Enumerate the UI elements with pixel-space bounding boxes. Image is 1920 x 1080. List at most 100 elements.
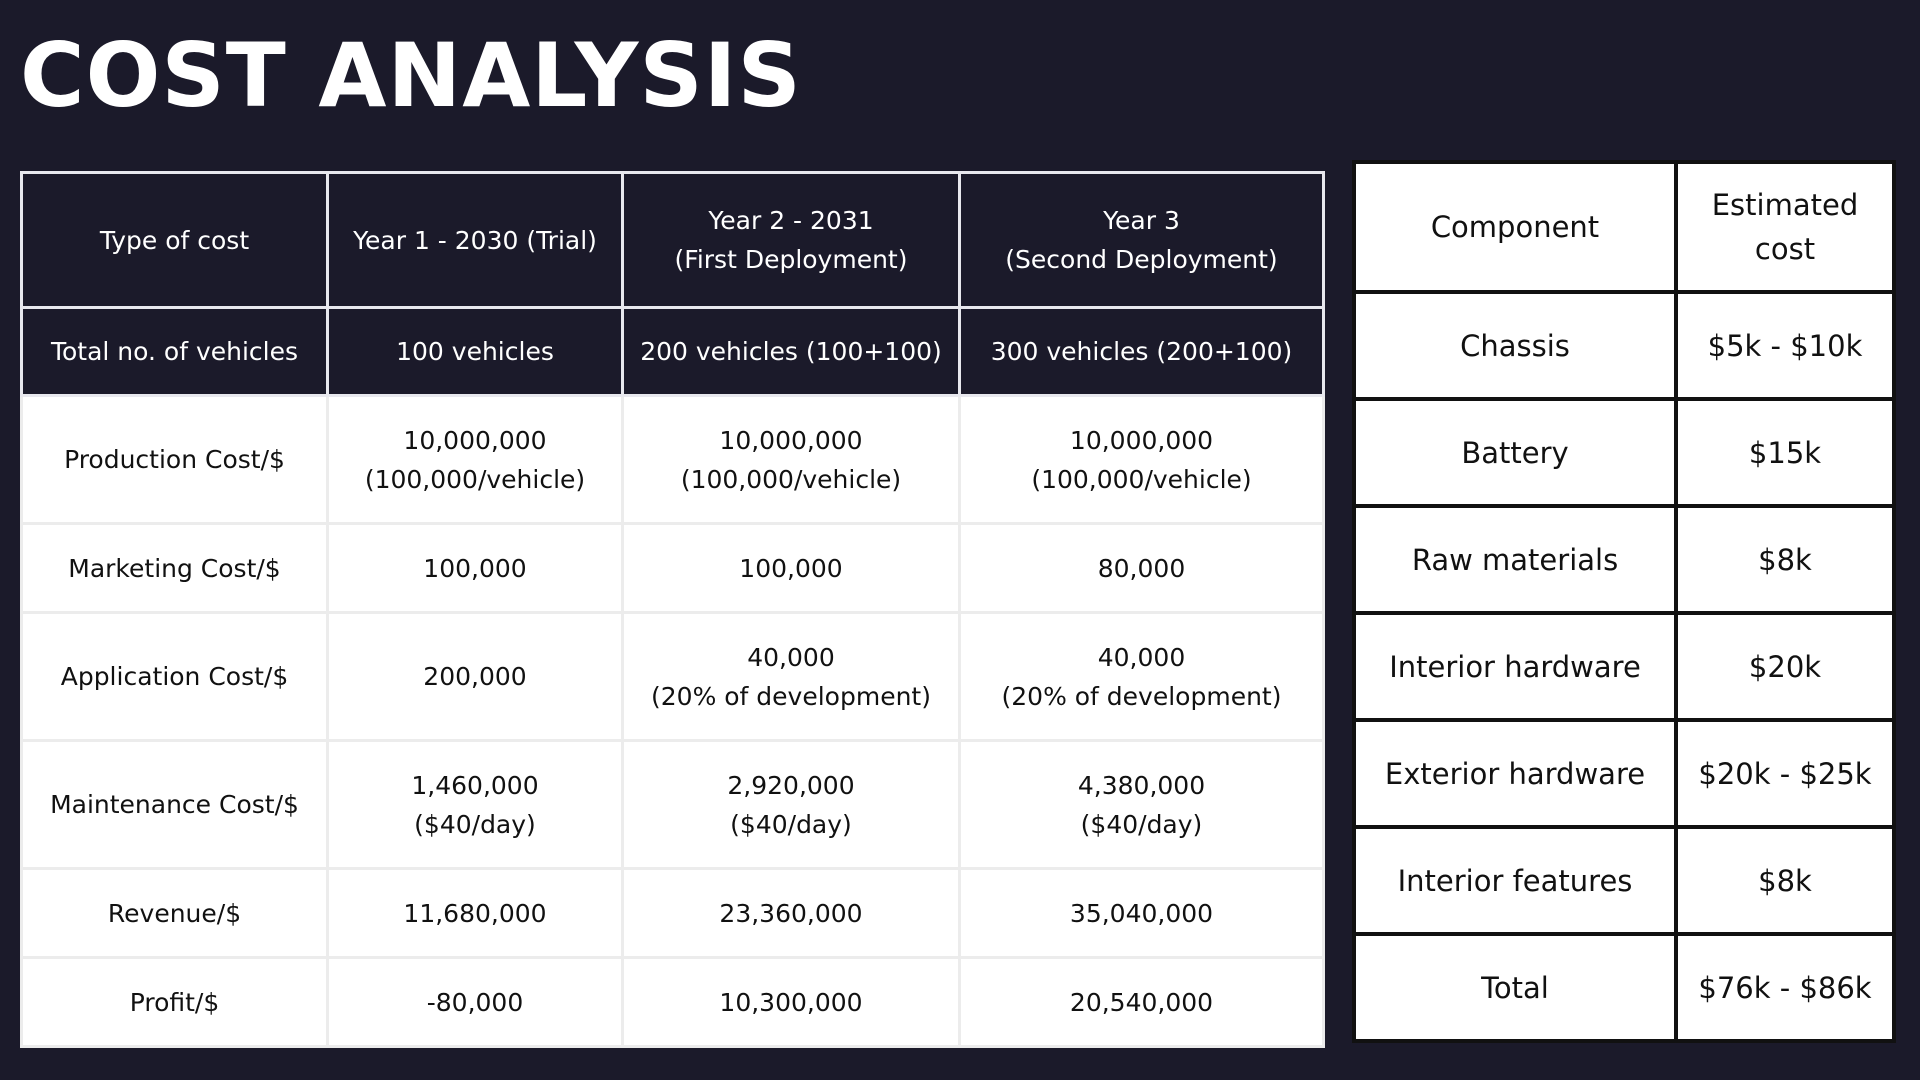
component-cost: $8k	[1674, 504, 1896, 615]
table-cell: 40,000 (20% of development)	[958, 611, 1325, 742]
header-line: Year 1 - 2030 (Trial)	[353, 225, 597, 255]
cell-line: 100,000	[739, 553, 843, 583]
cell-line: 10,000,000	[403, 425, 547, 455]
cell-line: 20,540,000	[1069, 987, 1214, 1017]
cell-line: -80,000	[426, 987, 524, 1017]
table-cell: 100,000	[326, 522, 624, 614]
cell-line: (100,000/vehicle)	[680, 464, 902, 494]
table-row: Marketing Cost/$ 100,000 100,000 80,000	[20, 522, 1325, 614]
table-cell: 1,460,000 ($40/day)	[326, 739, 624, 870]
header-line: Component	[1430, 210, 1600, 244]
cell-line: 100,000	[423, 553, 527, 583]
cell-line: 200,000	[423, 662, 527, 691]
cell-line: (100,000/vehicle)	[364, 464, 586, 494]
header-year-1: Year 1 - 2030 (Trial)	[326, 171, 624, 309]
component-table-body: Chassis $5k - $10k Battery $15k Raw material…	[1352, 290, 1896, 1043]
table-cell: 23,360,000	[621, 867, 961, 959]
component-cost: $76k - $86k	[1674, 932, 1896, 1043]
row-label: Profit/$	[20, 956, 329, 1048]
cell-line: 10,000,000	[1069, 425, 1214, 455]
table-cell: 10,000,000 (100,000/vehicle)	[621, 394, 961, 525]
cell-line: 80,000	[1097, 553, 1186, 583]
table-cell: 10,000,000 (100,000/vehicle)	[958, 394, 1325, 525]
cell-line: 1,460,000	[411, 770, 539, 800]
row-label: Production Cost/$	[20, 394, 329, 525]
table-cell: 10,000,000 (100,000/vehicle)	[326, 394, 624, 525]
header-line: Year 2 - 2031	[708, 206, 874, 235]
header-line: Year 3	[1103, 206, 1180, 235]
vehicles-year-3: 300 vehicles (200+100)	[958, 306, 1325, 397]
cell-line: 10,300,000	[719, 987, 863, 1017]
cell-line: 4,380,000	[1077, 770, 1206, 800]
vehicles-label: Total no. of vehicles	[20, 306, 329, 397]
cell-line: (20% of development)	[651, 681, 931, 711]
cell-line: (100,000/vehicle)	[1031, 464, 1252, 494]
header-estimated-cost: Estimated cost	[1674, 160, 1896, 294]
header-year-2: Year 2 - 2031 (First Deployment)	[621, 171, 961, 309]
table-cell: 35,040,000	[958, 867, 1325, 959]
cell-line: 35,040,000	[1069, 898, 1214, 928]
table-cell: 4,380,000 ($40/day)	[958, 739, 1325, 870]
vehicles-year-2: 200 vehicles (100+100)	[621, 306, 961, 397]
cell-line: 23,360,000	[719, 898, 863, 928]
table-cell: 20,540,000	[958, 956, 1325, 1048]
cell-line: ($40/day)	[1080, 809, 1203, 839]
cost-table-body: Production Cost/$ 10,000,000 (100,000/vehi…	[20, 394, 1325, 1048]
cell-line: 40,000	[1097, 642, 1186, 672]
component-cost: $20k	[1674, 611, 1896, 722]
table-row: Interior features $8k	[1352, 825, 1896, 936]
table-row: Revenue/$ 11,680,000 23,360,000 35,040,000	[20, 867, 1325, 959]
table-row: Profit/$ -80,000 10,300,000 20,540,000	[20, 956, 1325, 1048]
component-name: Raw materials	[1352, 504, 1678, 615]
table-row: Maintenance Cost/$ 1,460,000 ($40/day) 2,92…	[20, 739, 1325, 870]
table-row: Battery $15k	[1352, 397, 1896, 508]
cell-line: 11,680,000	[403, 898, 547, 928]
cost-table: Type of cost Year 1 - 2030 (Trial) Year …	[20, 171, 1325, 1048]
header-year-3: Year 3 (Second Deployment)	[958, 171, 1325, 309]
component-name: Exterior hardware	[1352, 718, 1678, 829]
cost-table-header-row: Type of cost Year 1 - 2030 (Trial) Year …	[20, 171, 1325, 309]
table-row: Exterior hardware $20k - $25k	[1352, 718, 1896, 829]
component-name: Total	[1352, 932, 1678, 1043]
table-row: Application Cost/$ 200,000 40,000 (20% of d…	[20, 611, 1325, 742]
row-label: Maintenance Cost/$	[20, 739, 329, 870]
table-row: Chassis $5k - $10k	[1352, 290, 1896, 401]
table-cell: -80,000	[326, 956, 624, 1048]
component-table: Component Estimated cost Chassis $5k - $1…	[1352, 160, 1896, 1043]
table-cell: 2,920,000 ($40/day)	[621, 739, 961, 870]
header-type-of-cost: Type of cost	[20, 171, 329, 309]
table-row: Total $76k - $86k	[1352, 932, 1896, 1043]
table-cell: 200,000	[326, 611, 624, 742]
header-line: Estimated	[1711, 188, 1859, 222]
table-row: Interior hardware $20k	[1352, 611, 1896, 722]
header-line: cost	[1754, 232, 1816, 266]
component-name: Interior hardware	[1352, 611, 1678, 722]
cell-line: (20% of development)	[1001, 681, 1282, 711]
table-cell: 10,300,000	[621, 956, 961, 1048]
component-cost: $15k	[1674, 397, 1896, 508]
row-label: Marketing Cost/$	[20, 522, 329, 614]
component-name: Interior features	[1352, 825, 1678, 936]
row-label: Application Cost/$	[20, 611, 329, 742]
header-line: (Second Deployment)	[1005, 245, 1278, 274]
header-line: Type of cost	[99, 225, 250, 255]
vehicles-year-1: 100 vehicles	[326, 306, 624, 397]
table-row: Raw materials $8k	[1352, 504, 1896, 615]
page-title: COST ANALYSIS	[20, 24, 802, 127]
component-cost: $8k	[1674, 825, 1896, 936]
component-name: Battery	[1352, 397, 1678, 508]
table-cell: 40,000 (20% of development)	[621, 611, 961, 742]
component-cost: $5k - $10k	[1674, 290, 1896, 401]
cell-line: 2,920,000	[727, 770, 855, 800]
cell-line: 40,000	[747, 642, 835, 672]
component-table-header-row: Component Estimated cost	[1352, 160, 1896, 294]
row-label: Revenue/$	[20, 867, 329, 959]
vehicles-row: Total no. of vehicles 100 vehicles 200 v…	[20, 306, 1325, 397]
table-cell: 11,680,000	[326, 867, 624, 959]
component-cost: $20k - $25k	[1674, 718, 1896, 829]
component-name: Chassis	[1352, 290, 1678, 401]
table-cell: 100,000	[621, 522, 961, 614]
table-row: Production Cost/$ 10,000,000 (100,000/vehi…	[20, 394, 1325, 525]
header-line: (First Deployment)	[674, 245, 908, 274]
table-cell: 80,000	[958, 522, 1325, 614]
